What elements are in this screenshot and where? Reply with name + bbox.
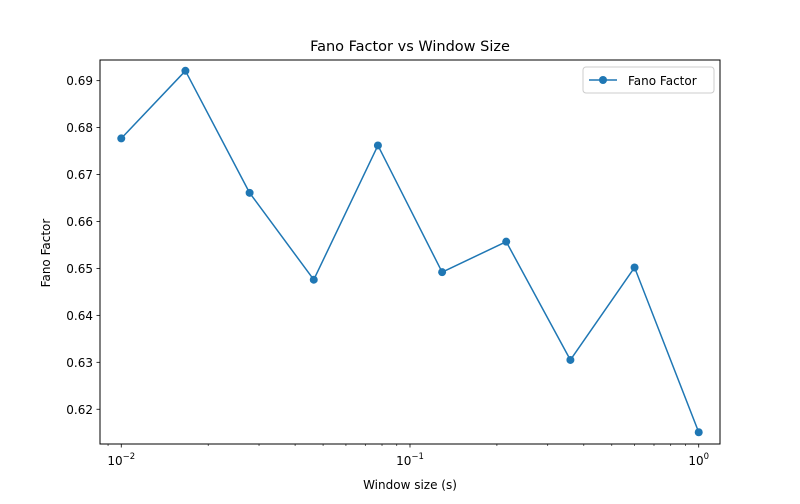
legend-box — [582, 66, 715, 94]
x-tick-label-exponent: −1 — [411, 452, 424, 462]
x-tick-label-exponent: 0 — [704, 452, 709, 462]
legend: Fano Factor — [582, 66, 715, 94]
series-layer — [117, 66, 703, 437]
y-tick-label: 0.67 — [66, 168, 93, 182]
y-tick-label: 0.62 — [66, 403, 93, 417]
x-tick-label: 10−1 — [396, 452, 424, 468]
data-point — [630, 263, 639, 272]
x-tick-label: 10−2 — [107, 452, 135, 468]
x-tick-label-base: 10 — [107, 454, 122, 468]
x-tick-label-base: 10 — [688, 454, 703, 468]
data-point — [694, 428, 703, 437]
plot-frame — [99, 59, 721, 445]
data-point — [438, 268, 447, 277]
data-point — [117, 134, 126, 143]
y-tick-label: 0.69 — [66, 74, 93, 88]
data-point — [245, 188, 254, 197]
data-point — [309, 275, 318, 284]
series-line — [120, 70, 700, 433]
y-tick-label: 0.65 — [66, 262, 93, 276]
x-tick-label-base: 10 — [396, 454, 411, 468]
x-tick-label: 100 — [688, 452, 709, 468]
chart-title: Fano Factor vs Window Size — [310, 39, 510, 55]
y-tick-label: 0.63 — [66, 356, 93, 370]
data-point — [566, 355, 575, 364]
legend-label-fano-factor: Fano Factor — [628, 74, 697, 88]
legend-marker-swatch — [599, 76, 607, 84]
data-point — [502, 237, 511, 246]
y-tick-label: 0.66 — [66, 215, 93, 229]
y-axis-label: Fano Factor — [39, 219, 53, 288]
y-tick-label: 0.68 — [66, 121, 93, 135]
data-point — [373, 141, 382, 150]
x-axis-label: Window size (s) — [363, 478, 457, 492]
y-tick-label: 0.64 — [66, 309, 93, 323]
data-point — [181, 66, 190, 75]
x-tick-label-exponent: −2 — [123, 452, 136, 462]
